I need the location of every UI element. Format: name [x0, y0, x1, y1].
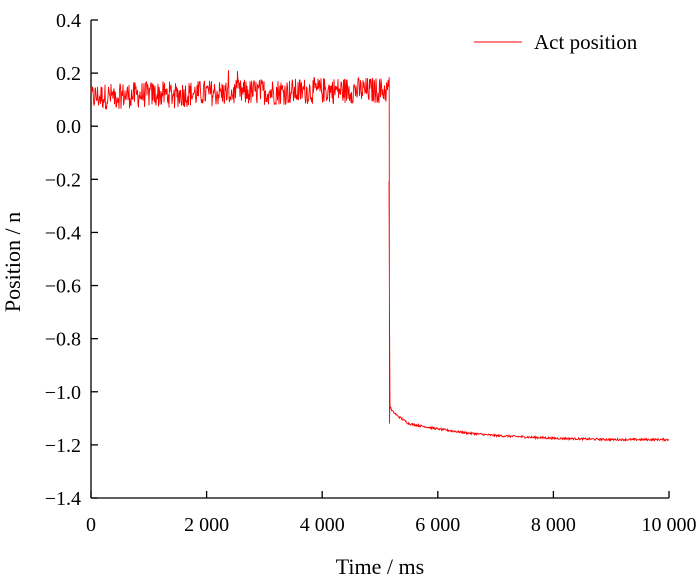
y-tick-label: −0.2 [45, 169, 81, 191]
series-layer [90, 70, 670, 443]
y-tick-label: 0.2 [56, 63, 81, 85]
axes [90, 20, 669, 499]
x-tick-label: 4 000 [300, 514, 345, 536]
y-tick-label: −0.8 [45, 329, 81, 351]
ticks: 0 2 000 4 000 6 000 8 000 10 000 0.4 0.2 0.0 −0.2… [45, 10, 697, 536]
legend-label: Act position [534, 30, 638, 54]
y-tick-label: −1.0 [45, 382, 81, 404]
x-tick-label: 10 000 [642, 514, 697, 536]
y-tick-label: 0.0 [56, 116, 81, 138]
x-tick-label: 0 [86, 514, 96, 536]
x-tick-label: 2 000 [184, 514, 229, 536]
x-axis-title: Time / ms [336, 554, 424, 579]
y-tick-label: −0.6 [45, 276, 81, 298]
x-tick-label: 6 000 [415, 514, 460, 536]
x-tick-label: 8 000 [531, 514, 576, 536]
y-tick-label: −1.4 [45, 488, 81, 510]
y-axis-title: Position / n [0, 212, 25, 312]
series-line [90, 70, 670, 443]
y-tick-label: 0.4 [56, 10, 81, 32]
y-tick-label: −1.2 [45, 435, 81, 457]
legend: Act position [474, 30, 638, 54]
y-tick-label: −0.4 [45, 222, 81, 244]
